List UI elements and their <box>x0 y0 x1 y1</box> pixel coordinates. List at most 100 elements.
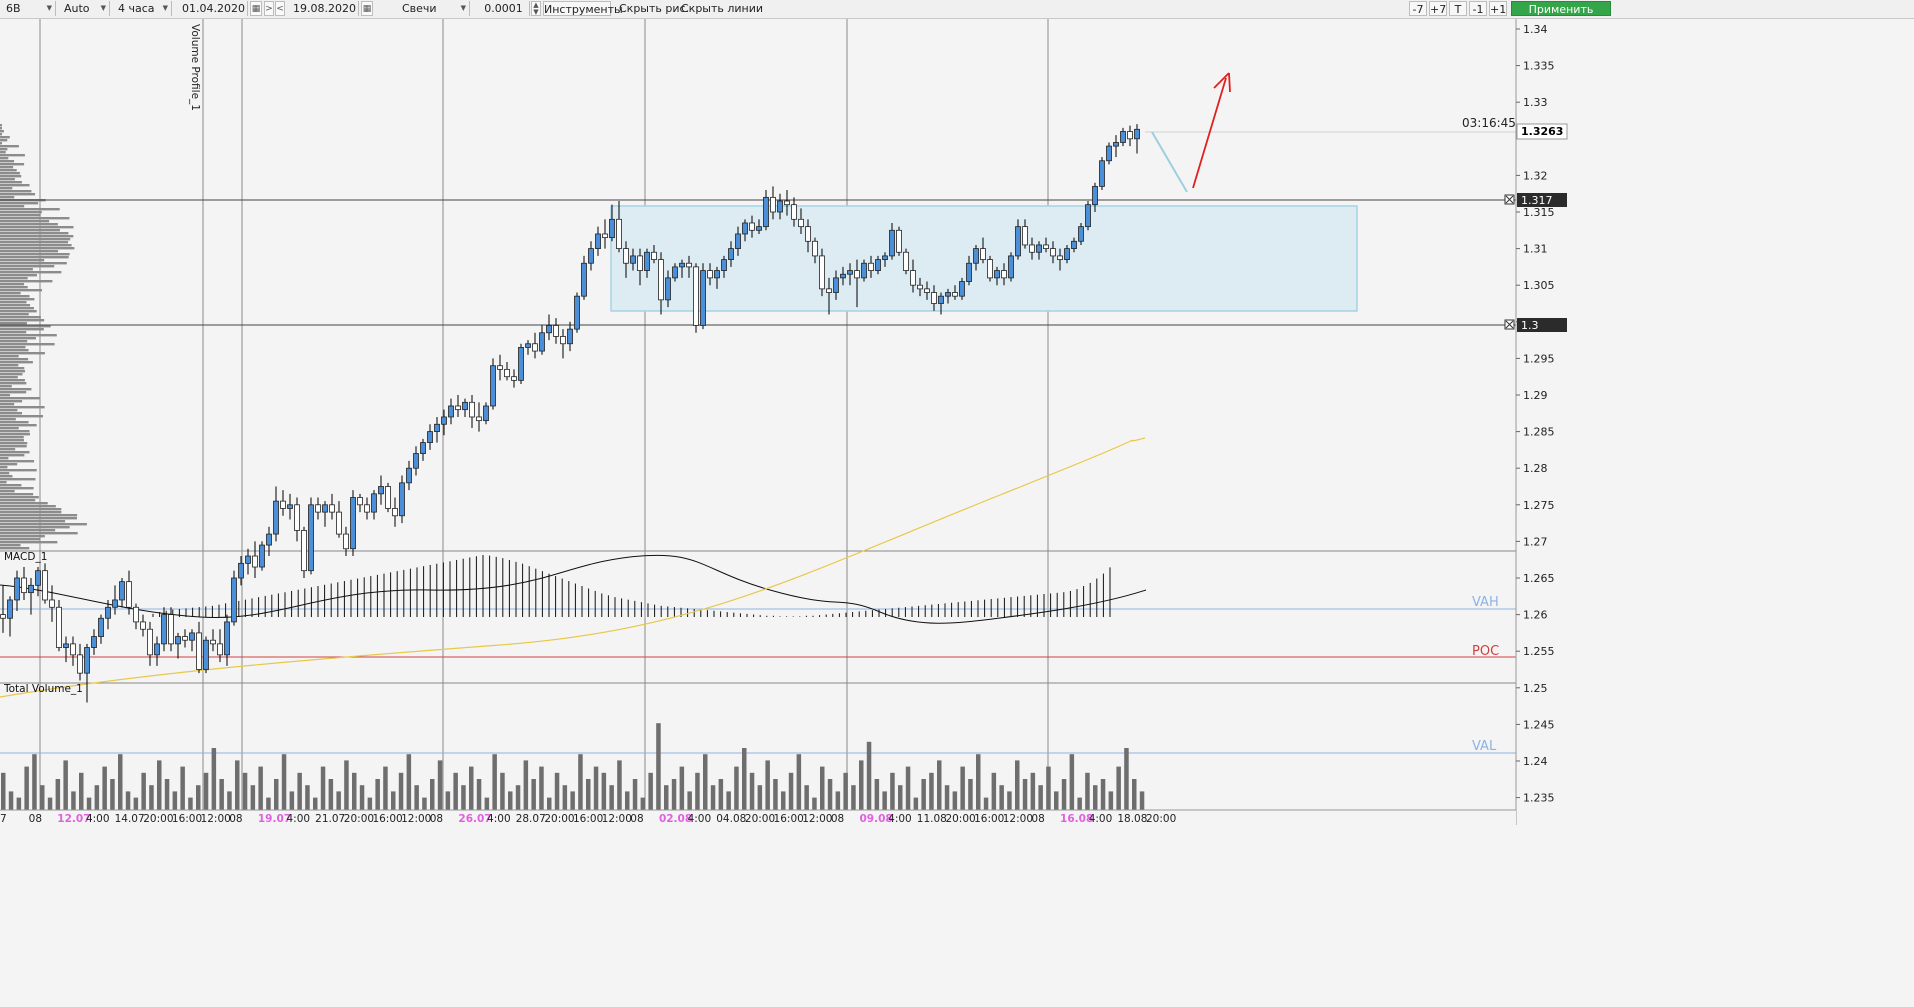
price-tick-label: 1.33 <box>1523 96 1548 109</box>
bullish-candle <box>700 270 706 326</box>
volume-profile-bar <box>0 415 44 418</box>
volume-profile-bar <box>0 145 19 148</box>
bullish-candle <box>84 647 90 674</box>
bearish-candle <box>280 500 286 509</box>
volume-bar <box>898 785 903 810</box>
bearish-candle <box>931 292 937 304</box>
bearish-candle <box>980 248 986 260</box>
hide-lines-button[interactable]: Скрыть линии <box>681 1 763 16</box>
chart-area[interactable]: Volume Profile_1 MACD_1 Total Volume_1 V… <box>0 19 1914 1007</box>
volume-bar <box>289 791 295 810</box>
volume-bar <box>593 766 599 810</box>
volume-profile-bar <box>0 454 25 457</box>
date-to-field[interactable]: 19.08.2020 <box>287 1 359 16</box>
tick-size-field[interactable]: 0.0001 <box>474 1 530 16</box>
date-from-field[interactable]: 01.04.2020 <box>176 1 248 16</box>
apply-button[interactable]: Применить <box>1511 1 1611 16</box>
price-tick-label: 1.255 <box>1523 645 1555 658</box>
bullish-candle <box>231 577 237 623</box>
shift-minus7-button[interactable]: -7 <box>1409 1 1427 16</box>
volume-profile-bar <box>0 547 30 550</box>
volume-profile-bar <box>0 217 70 220</box>
volume-profile-bar <box>0 331 27 334</box>
volume-profile-bar <box>0 382 27 385</box>
projection-up-arrow[interactable] <box>1192 77 1227 189</box>
volume-bar <box>180 766 185 810</box>
volume-bar <box>1015 760 1020 810</box>
volume-profile-bar <box>0 211 42 214</box>
bearish-candle <box>924 288 930 293</box>
bullish-candle <box>588 248 594 264</box>
volume-profile-bar <box>0 223 58 226</box>
bearish-candle <box>637 255 643 271</box>
volume-bar <box>742 748 747 810</box>
bullish-candle <box>735 233 741 250</box>
volume-profile-bar <box>0 271 62 274</box>
volume-profile-bar <box>0 529 56 532</box>
shift-plus7-button[interactable]: +7 <box>1429 1 1447 16</box>
volume-bar <box>632 779 638 810</box>
tools-button[interactable]: Инструменты <box>543 1 623 16</box>
bullish-candle <box>644 251 650 271</box>
support-price-tag <box>1517 318 1567 332</box>
bearish-candle <box>896 229 902 253</box>
volume-profile-bar <box>0 406 45 409</box>
volume-profile-bar <box>0 139 8 142</box>
close-level-low-icon[interactable] <box>1504 319 1515 330</box>
shift-plus1-button[interactable]: +1 <box>1489 1 1507 16</box>
volume-profile-bar <box>0 190 32 193</box>
timeframe-select[interactable]: 4 часа ▼ <box>114 1 172 16</box>
price-tick-label: 1.245 <box>1523 718 1555 731</box>
bullish-candle <box>112 599 118 608</box>
calendar-from-icon[interactable]: ▦ <box>250 1 262 16</box>
bullish-candle <box>840 273 846 279</box>
shift-plus1-label: +1 <box>1490 3 1507 16</box>
symbol-select[interactable]: 6B ▼ <box>2 1 56 16</box>
volume-profile-bar <box>0 334 57 337</box>
bullish-candle <box>973 248 979 264</box>
volume-bar <box>866 741 872 810</box>
volume-bar <box>297 772 302 810</box>
bullish-candle <box>756 226 762 231</box>
symbol-value: 6B <box>6 2 21 15</box>
resistance-price-tag <box>1517 193 1567 207</box>
calendar-to-icon[interactable]: ▦ <box>361 1 373 16</box>
chevron-down-icon: ▼ <box>100 4 106 12</box>
volume-profile-bar <box>0 208 60 211</box>
projection-pullback-line[interactable] <box>1151 131 1188 193</box>
price-tick-label: 1.305 <box>1523 279 1555 292</box>
volume-profile-bar <box>0 313 29 316</box>
scale-mode-select[interactable]: Auto ▼ <box>60 1 110 16</box>
nav-next-button[interactable]: < <box>275 1 285 16</box>
volume-bar <box>859 760 864 810</box>
close-level-high-icon[interactable] <box>1504 194 1515 205</box>
chart-type-select[interactable]: Свечи ▼ <box>380 1 470 16</box>
shift-minus1-button[interactable]: -1 <box>1469 1 1487 16</box>
today-button[interactable]: T <box>1449 1 1467 16</box>
bullish-candle <box>1106 145 1112 162</box>
bearish-candle <box>140 621 146 630</box>
volume-profile-bar <box>0 409 18 412</box>
bearish-candle <box>21 577 27 594</box>
volume-profile-bar <box>0 280 53 283</box>
hide-drawings-button[interactable]: Скрыть рис. <box>619 1 689 16</box>
price-tick-label: 1.295 <box>1523 352 1555 365</box>
volume-bar <box>835 791 841 810</box>
volume-profile-bar <box>0 385 12 388</box>
bullish-candle <box>882 255 888 260</box>
volume-bar <box>562 785 568 810</box>
price-tick-label: 1.28 <box>1523 462 1548 475</box>
nav-prev-button[interactable]: > <box>264 1 274 16</box>
tick-size-stepper[interactable]: ▲ ▼ <box>531 1 541 16</box>
price-axis[interactable]: 1.34 1.335 1.33 1.32 1.315 1.31 1.305 1.3 1.295 1… <box>1516 23 1555 805</box>
volume-bar <box>1093 785 1098 810</box>
volume-bar <box>250 785 256 810</box>
time-tick-label: 16:00 <box>172 813 202 825</box>
volume-profile-bar <box>0 481 7 484</box>
bearish-candle <box>693 266 699 326</box>
time-tick-label: 20:00 <box>143 813 173 825</box>
volume-profile-bar <box>0 151 6 154</box>
bullish-candle <box>679 262 685 268</box>
bullish-candle <box>98 617 104 637</box>
